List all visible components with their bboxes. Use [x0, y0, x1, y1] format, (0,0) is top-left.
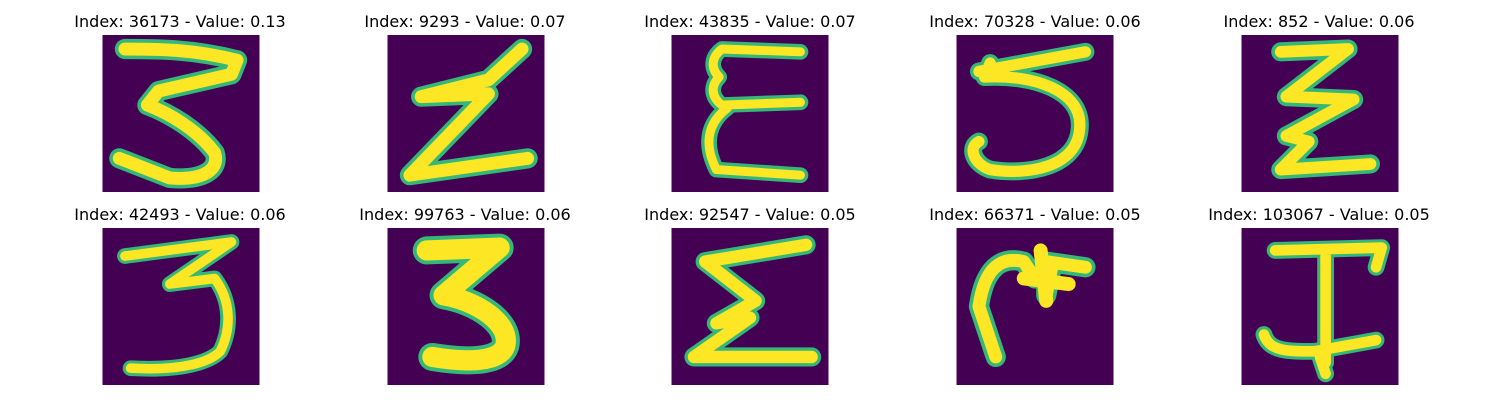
glyph-image — [671, 228, 829, 385]
image-panel — [956, 228, 1114, 385]
panel-title: Index: 9293 - Value: 0.07 — [364, 12, 566, 31]
glyph-image — [102, 35, 260, 192]
glyph-image — [1241, 35, 1399, 192]
image-panel — [1241, 228, 1399, 385]
glyph-image — [956, 228, 1114, 385]
panel-title: Index: 43835 - Value: 0.07 — [644, 12, 856, 31]
glyph-image — [102, 228, 260, 385]
image-panel — [671, 35, 829, 192]
image-panel — [387, 228, 545, 385]
panel-title: Index: 103067 - Value: 0.05 — [1208, 205, 1430, 224]
glyph-image — [387, 35, 545, 192]
image-panel — [1241, 35, 1399, 192]
glyph-image — [956, 35, 1114, 192]
panel-title: Index: 42493 - Value: 0.06 — [74, 205, 286, 224]
image-panel — [956, 35, 1114, 192]
image-panel — [102, 228, 260, 385]
image-panel — [671, 228, 829, 385]
glyph-image — [671, 35, 829, 192]
image-panel — [102, 35, 260, 192]
image-panel — [387, 35, 545, 192]
panel-title: Index: 66371 - Value: 0.05 — [929, 205, 1141, 224]
panel-title: Index: 92547 - Value: 0.05 — [644, 205, 856, 224]
panel-title: Index: 852 - Value: 0.06 — [1223, 12, 1415, 31]
panel-title: Index: 36173 - Value: 0.13 — [74, 12, 286, 31]
glyph-image — [1241, 228, 1399, 385]
glyph-image — [387, 228, 545, 385]
panel-title: Index: 70328 - Value: 0.06 — [929, 12, 1141, 31]
panel-title: Index: 99763 - Value: 0.06 — [359, 205, 571, 224]
